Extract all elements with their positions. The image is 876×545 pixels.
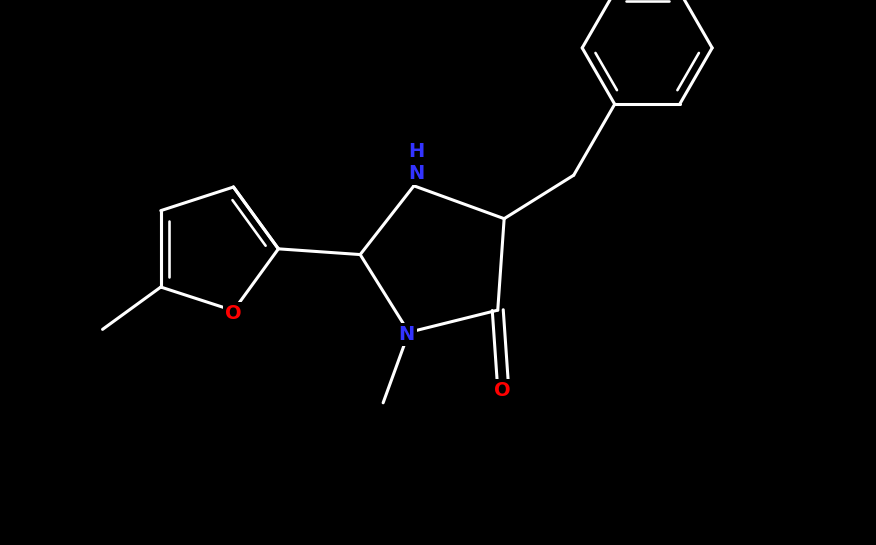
Text: O: O bbox=[225, 304, 242, 323]
Text: N: N bbox=[399, 325, 415, 344]
Text: O: O bbox=[494, 380, 511, 399]
Text: H
N: H N bbox=[407, 142, 424, 183]
